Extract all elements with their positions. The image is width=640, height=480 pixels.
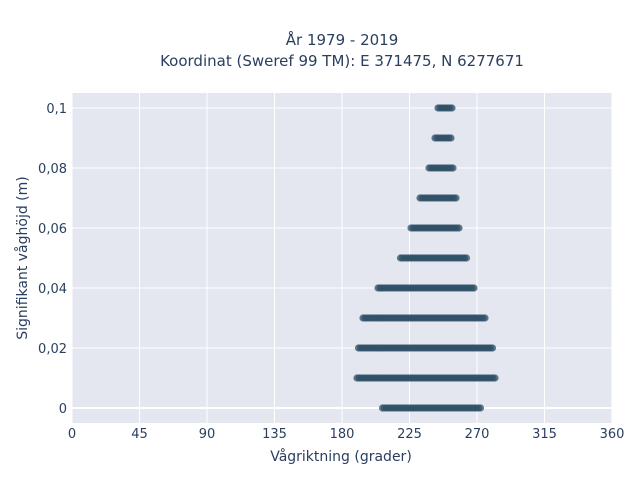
data-points xyxy=(353,104,499,412)
y-tick-label: 0,02 xyxy=(38,342,67,357)
data-point xyxy=(462,254,471,262)
x-tick-label: 315 xyxy=(532,427,557,442)
data-point xyxy=(452,194,460,202)
x-tick-label: 45 xyxy=(131,427,148,442)
data-point xyxy=(481,314,489,322)
y-tick-label: 0,06 xyxy=(38,222,67,237)
x-axis-ticks: 0 45 90 135 180 225 270 315 360 xyxy=(68,427,625,442)
x-tick-label: 90 xyxy=(199,427,216,442)
data-point xyxy=(447,134,455,142)
x-tick-label: 270 xyxy=(465,427,490,442)
y-tick-label: 0,1 xyxy=(46,102,67,117)
x-axis-title: Vågriktning (grader) xyxy=(270,448,412,465)
x-tick-label: 0 xyxy=(68,427,76,442)
y-tick-label: 0 xyxy=(59,402,67,417)
data-point xyxy=(449,164,457,172)
x-tick-label: 135 xyxy=(262,427,287,442)
data-point xyxy=(455,224,463,232)
x-tick-label: 360 xyxy=(600,427,625,442)
y-tick-label: 0,08 xyxy=(38,162,67,177)
y-axis-ticks: 0 0,02 0,04 0,06 0,08 0,1 xyxy=(38,102,67,417)
y-tick-label: 0,04 xyxy=(38,282,67,297)
grid-lines xyxy=(71,93,613,423)
data-point xyxy=(488,344,497,352)
y-axis-title: Signifikant våghöjd (m) xyxy=(14,176,31,339)
chart-title-line2: Koordinat (Sweref 99 TM): E 371475, N 62… xyxy=(160,52,524,70)
x-tick-label: 225 xyxy=(397,427,422,442)
chart-title-line1: År 1979 - 2019 xyxy=(286,30,399,49)
data-point xyxy=(470,284,478,292)
x-tick-label: 180 xyxy=(330,427,355,442)
data-point xyxy=(476,404,485,412)
data-point xyxy=(491,374,499,382)
data-point xyxy=(448,104,456,112)
